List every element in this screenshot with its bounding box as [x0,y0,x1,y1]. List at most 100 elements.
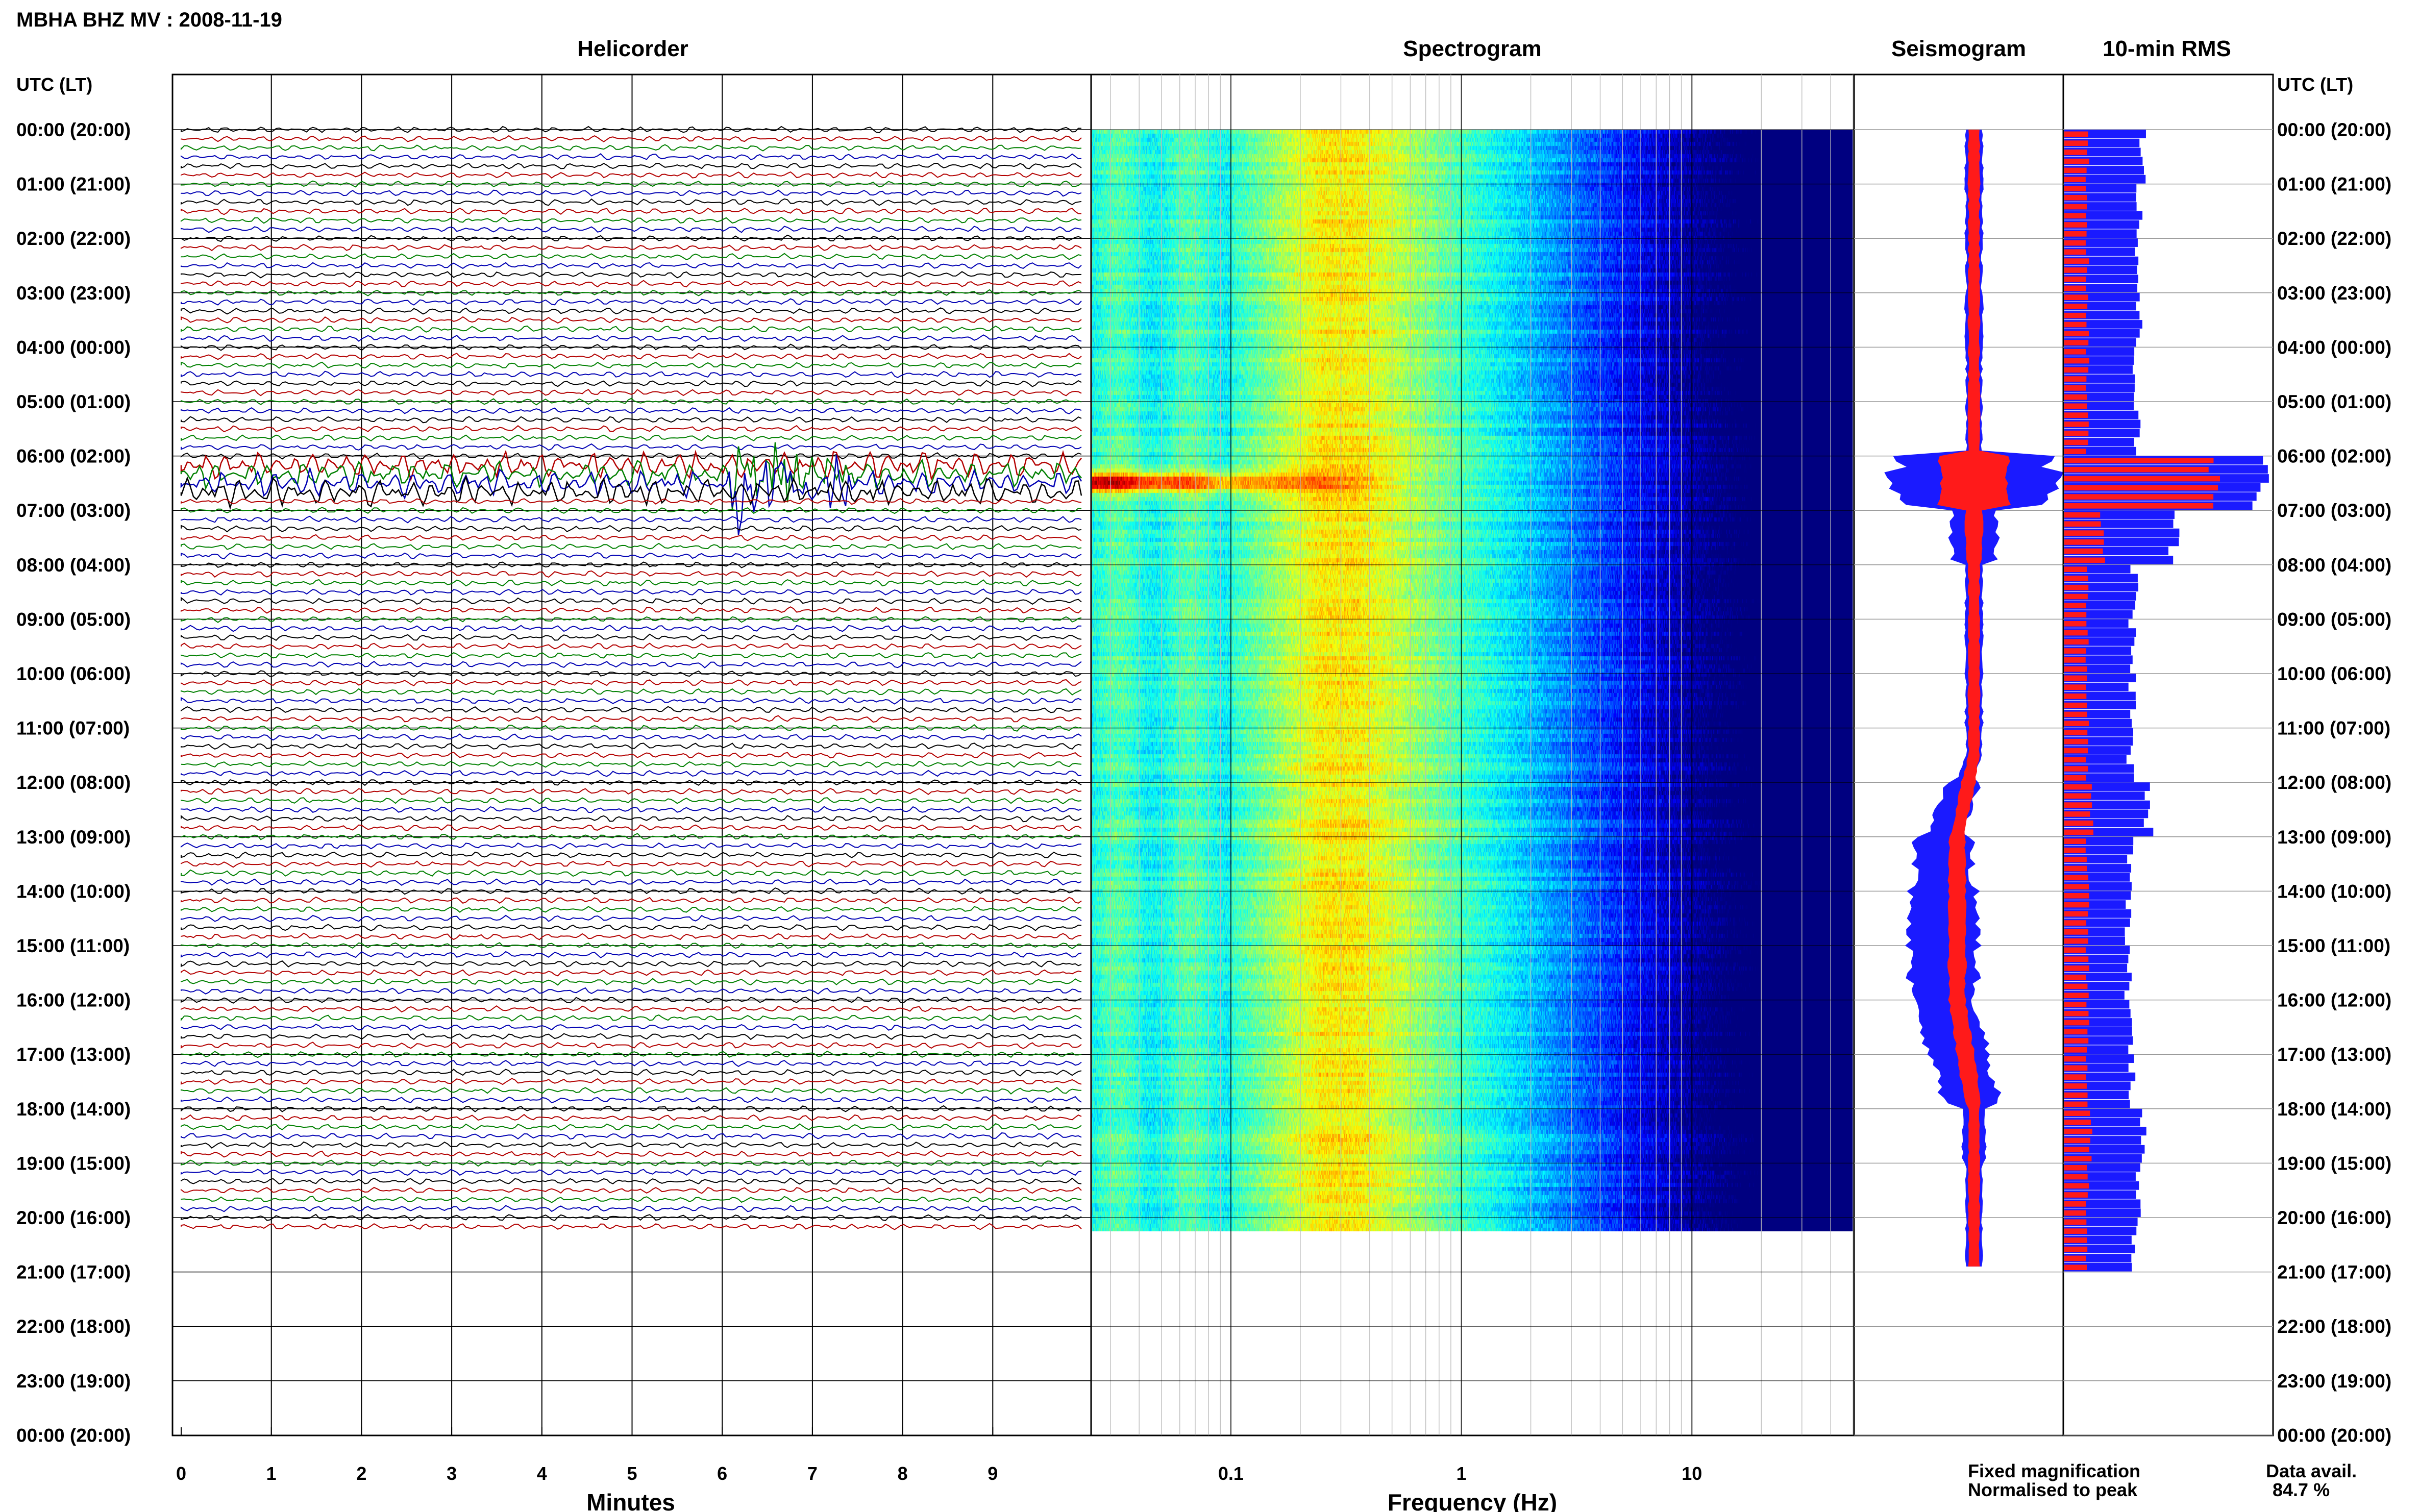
helicorder-trace [181,434,1082,442]
minute-tick-label: 8 [898,1463,908,1484]
helicorder-trace [181,144,1082,152]
helicorder-trace [181,271,1082,279]
rms-bar-normalised [2064,1201,2086,1207]
helicorder-trace [181,353,1082,360]
time-label-right: 14:00 (10:00) [2277,881,2391,902]
helicorder-trace [181,661,1082,668]
rms-bar-normalised [2064,1065,2088,1071]
spectrogram-xlabel: Frequency (Hz) [1388,1489,1557,1512]
rms-bar-normalised [2064,1083,2087,1089]
frequency-tick-label: 1 [1457,1463,1467,1484]
helicorder-trace [181,443,1082,451]
rms-bar-normalised [2064,485,2218,491]
helicorder-trace [181,389,1082,396]
rms-bar-normalised [2064,1056,2086,1062]
time-label-right: 15:00 (11:00) [2277,935,2390,956]
helicorder-trace [181,416,1082,424]
rms-bar-normalised [2064,367,2089,373]
helicorder-trace [181,978,1082,986]
helicorder-trace [181,1177,1082,1185]
rms-bar-normalised [2064,757,2086,763]
helicorder-trace [181,234,1082,242]
helicorder-trace [181,398,1082,406]
helicorder-trace [181,615,1082,623]
rms-bar-normalised [2064,349,2086,355]
helicorder-trace [181,1132,1082,1140]
rms-bar-normalised [2064,965,2089,971]
rms-bar-normalised [2064,204,2087,210]
rms-bar-normalised [2064,711,2087,717]
time-label-left: 06:00 (02:00) [16,446,131,467]
minute-tick-label: 7 [807,1463,818,1484]
rms-bar-normalised [2064,956,2089,962]
rms-bar-normalised [2064,675,2087,681]
frequency-tick-label: 0.1 [1218,1463,1244,1484]
rms-bar-normalised [2064,1047,2087,1053]
time-label-left: 01:00 (21:00) [16,174,131,195]
helicorder-trace [181,1123,1082,1131]
rms-bar-normalised [2064,267,2087,273]
helicorder-trace [181,996,1082,1004]
figure-title: MBHA BHZ MV : 2008-11-19 [16,9,282,31]
rms-panel [2062,73,2274,1436]
seismogram-title: Seismogram [1891,36,2026,61]
helicorder-trace [181,1042,1082,1049]
minute-tick-label: 1 [266,1463,277,1484]
rms-bar-normalised [2064,1246,2088,1252]
rms-bar-normalised [2064,131,2088,137]
helicorder-trace [181,679,1082,686]
helicorder-trace [181,525,1082,533]
time-label-right: 20:00 (16:00) [2277,1207,2391,1228]
helicorder-trace [181,425,1082,433]
rms-bar-normalised [2064,186,2086,191]
helicorder-x-ticks: 0 1 2 3 4 5 6 7 8 9 [176,1427,998,1484]
helicorder-panel: 0 1 2 3 4 5 6 7 8 9 Minutes [171,73,1092,1512]
helicorder-trace [181,806,1082,813]
legend-normalised: Normalised to peak [1968,1479,2138,1500]
helicorder-trace [181,498,1082,505]
helicorder-trace [181,688,1082,696]
time-label-left: 18:00 (14:00) [16,1099,131,1120]
helicorder-trace [181,135,1082,142]
rms-bar-normalised [2064,548,2103,554]
rms-bar-normalised [2064,1020,2089,1026]
rms-bar-normalised [2064,621,2087,627]
rms-bar-normalised [2064,412,2088,418]
rms-bar-normalised [2064,1002,2087,1007]
rms-bar-normalised [2064,1265,2087,1271]
rms-bar-normalised [2064,793,2091,799]
rms-bar-normalised [2064,1128,2092,1134]
helicorder-trace [180,442,1082,509]
time-label-right: 16:00 (12:00) [2277,990,2391,1011]
helicorder-trace [181,243,1082,252]
time-label-left: 22:00 (18:00) [16,1316,131,1337]
utc-label-left: UTC (LT) [16,74,92,95]
rms-bar-normalised [2064,784,2092,790]
rms-bar-normalised [2064,312,2086,318]
rms-bar-normalised [2064,748,2088,754]
rms-bar-normalised [2064,304,2088,309]
helicorder-xlabel: Minutes [586,1489,675,1512]
helicorder-trace [181,207,1082,215]
minute-tick-label: 0 [176,1463,186,1484]
helicorder-trace [181,833,1082,840]
rms-bar-normalised [2064,340,2089,345]
time-label-right: 05:00 (01:00) [2277,391,2391,412]
rms-bar-normalised [2064,721,2089,727]
rms-bar-normalised [2064,566,2087,573]
helicorder-trace [180,455,1082,535]
helicorder-trace [181,797,1082,804]
rms-bar-normalised [2064,1147,2090,1153]
time-label-left: 04:00 (00:00) [16,337,131,358]
helicorder-trace [181,180,1082,188]
rms-bar-normalised [2064,1219,2087,1225]
helicorder-trace [181,905,1082,913]
helicorder-trace [181,1078,1082,1085]
helicorder-trace [181,325,1082,333]
time-label-left: 00:00 (20:00) [16,119,131,140]
rms-bar-normalised [2064,974,2086,980]
helicorder-trace [181,316,1082,324]
time-label-right: 12:00 (08:00) [2277,772,2391,793]
availability-label: Data avail. [2266,1460,2357,1481]
